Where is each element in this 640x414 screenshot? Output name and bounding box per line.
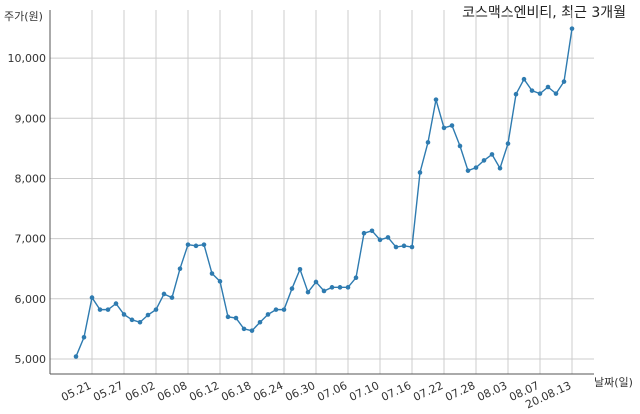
data-point <box>417 170 423 175</box>
data-point <box>97 307 103 312</box>
series-line <box>75 28 573 357</box>
data-point <box>201 242 207 247</box>
data-point <box>353 275 359 281</box>
data-point <box>289 286 295 291</box>
data-point <box>185 242 191 247</box>
data-point <box>529 88 535 93</box>
data-point <box>433 97 439 102</box>
y-tick-label: 10,000 <box>8 52 47 65</box>
data-point <box>377 237 383 243</box>
data-point <box>209 271 215 276</box>
x-tick-label: 06.18 <box>219 379 253 404</box>
data-point <box>329 285 335 290</box>
x-tick-label: 06.12 <box>187 379 221 404</box>
data-point <box>361 230 367 236</box>
data-point <box>401 243 407 249</box>
data-point <box>521 76 527 82</box>
x-tick-label: 06.08 <box>155 379 189 404</box>
data-point <box>553 91 559 96</box>
x-tick-label: 06.02 <box>123 379 157 404</box>
data-point <box>537 91 543 96</box>
data-point <box>465 168 471 173</box>
y-axis-label: 주가(원) <box>4 10 43 23</box>
x-tick-label: 07.28 <box>443 379 477 404</box>
data-point <box>473 165 479 170</box>
data-point <box>161 291 167 297</box>
data-point <box>297 267 303 272</box>
data-point <box>177 266 183 272</box>
data-point <box>121 312 127 317</box>
data-point <box>241 326 247 332</box>
x-tick-label: 08.03 <box>475 379 509 404</box>
data-point <box>569 26 575 31</box>
data-point <box>73 354 79 359</box>
data-point <box>257 319 263 325</box>
data-point <box>129 317 135 323</box>
data-point <box>321 288 327 294</box>
x-tick-label: 07.10 <box>347 379 381 404</box>
data-point <box>281 307 287 312</box>
x-tick-label: 07.16 <box>379 379 413 404</box>
x-tick-label: 05.21 <box>59 379 93 404</box>
data-point <box>305 289 311 295</box>
data-point <box>385 235 391 240</box>
data-point <box>393 244 399 250</box>
data-point <box>545 84 551 90</box>
x-tick-label: 06.24 <box>251 379 285 404</box>
data-point <box>153 307 159 312</box>
y-tick-label: 8,000 <box>15 172 47 185</box>
data-point <box>489 152 495 157</box>
data-point <box>513 91 519 97</box>
data-point <box>561 79 567 84</box>
data-point <box>217 279 223 284</box>
data-point <box>497 165 503 171</box>
y-tick-label: 9,000 <box>15 112 47 125</box>
data-point <box>145 312 151 318</box>
data-point <box>457 143 463 149</box>
data-point <box>233 315 239 321</box>
data-point <box>193 243 199 249</box>
data-point <box>313 279 319 285</box>
data-point <box>249 328 255 333</box>
data-point <box>481 158 487 163</box>
data-point <box>337 285 343 290</box>
data-point <box>345 285 351 290</box>
y-tick-label: 7,000 <box>15 233 47 246</box>
data-point <box>169 295 175 300</box>
x-tick-label: 06.30 <box>283 379 317 404</box>
x-tick-label: 05.27 <box>91 379 125 404</box>
data-point <box>113 301 119 306</box>
data-point <box>273 307 279 312</box>
x-axis-label: 날짜(일) <box>594 376 633 389</box>
data-point <box>225 314 231 320</box>
data-point <box>89 295 95 300</box>
chart-title: 코스맥스엔비티, 최근 3개월 <box>462 5 626 21</box>
data-point <box>105 307 111 312</box>
data-point <box>441 125 447 131</box>
y-tick-label: 5,000 <box>15 353 47 366</box>
x-tick-label: 07.22 <box>411 379 445 404</box>
data-point <box>265 312 271 317</box>
data-point <box>81 334 87 340</box>
data-point <box>425 140 431 145</box>
data-point <box>409 244 415 250</box>
data-point <box>505 141 511 146</box>
y-tick-label: 6,000 <box>15 293 47 306</box>
x-tick-label: 07.06 <box>315 379 349 404</box>
data-point <box>449 123 455 128</box>
data-point <box>369 228 375 234</box>
data-point <box>137 319 143 325</box>
